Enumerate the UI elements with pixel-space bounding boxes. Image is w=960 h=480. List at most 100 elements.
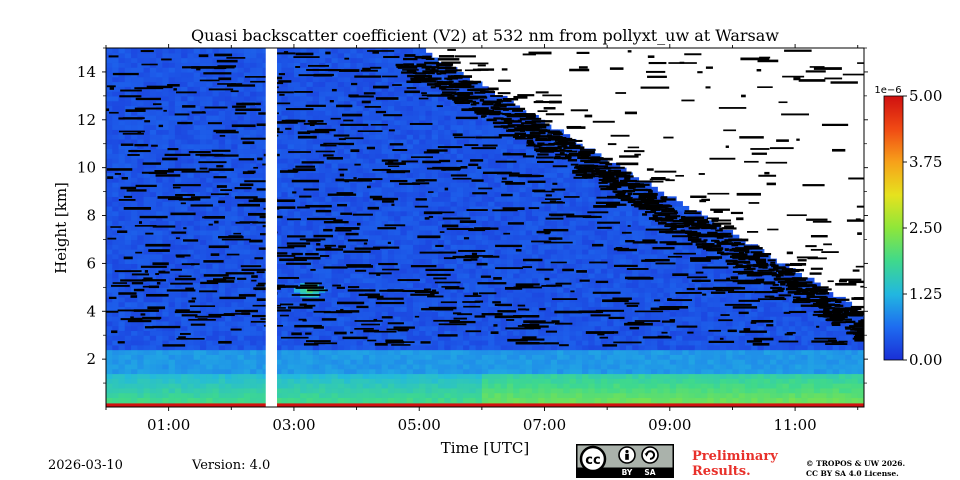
heatmap-cell [243,339,251,346]
heatmap-cell [406,124,414,130]
heatmap-cell [438,172,445,178]
heatmap-cell [513,272,521,279]
heatmap-cell [406,258,414,264]
heatmap-cell [237,392,245,399]
heatmap-cell [137,177,145,183]
heatmap-cell [112,292,120,298]
heatmap-cell [519,378,527,384]
heatmap-cell [131,296,138,303]
heatmap-cell [394,100,402,107]
heatmap-cell [469,119,477,126]
heatmap-cell [350,387,358,394]
heatmap-cell [256,316,264,322]
heatmap-cell [231,158,239,164]
heatmap-cell [156,349,163,355]
heatmap-cell [275,220,283,226]
heatmap-cell [112,220,120,226]
heatmap-cell [444,311,452,317]
heatmap-cell [243,258,251,264]
heatmap-cell [256,292,264,298]
heatmap-cell [519,397,527,403]
heatmap-cell [456,205,464,212]
heatmap-cell [506,282,514,288]
heatmap-cell [325,91,333,97]
heatmap-cell [312,220,320,226]
heatmap-cell [118,363,126,370]
heatmap-cell [156,244,163,250]
heatmap-cell [124,239,132,245]
heatmap-cell [231,359,239,365]
heatmap-cell [300,287,308,293]
heatmap-cell [337,153,345,159]
heatmap-cell [488,191,495,197]
heatmap-cell [131,354,138,360]
heatmap-cell [112,320,120,327]
heatmap-cell [312,316,320,322]
heatmap-cell [506,201,514,207]
heatmap-cell [513,249,521,255]
heatmap-cell [243,330,251,336]
heatmap-cell [394,253,402,260]
heatmap-cell [256,320,264,327]
heatmap-cell [456,344,464,351]
heatmap-cell [143,110,151,116]
heatmap-cell [243,95,251,102]
heatmap-cell [438,196,445,202]
heatmap-cell [293,67,301,73]
heatmap-cell [350,268,358,274]
heatmap-cell [124,110,132,116]
heatmap-cell [174,186,182,193]
heatmap-cell [419,186,427,193]
heatmap-cell [344,100,351,107]
heatmap-cell [306,153,314,159]
heatmap-cell [312,258,320,264]
heatmap-cell [431,258,439,264]
heatmap-cell [362,339,370,346]
heatmap-cell [225,397,232,403]
heatmap-cell [218,359,226,365]
heatmap-cell [406,100,414,107]
heatmap-cell [287,229,295,236]
heatmap-cell [106,392,113,399]
heatmap-cell [344,253,351,260]
heatmap-cell [181,81,189,87]
heatmap-cell [287,86,295,92]
heatmap-cell [118,100,126,107]
heatmap-cell [369,301,376,308]
heatmap-cell [381,311,389,317]
heatmap-cell [231,186,239,193]
heatmap-cell [225,387,232,394]
heatmap-cell [344,378,351,384]
heatmap-cell [406,292,414,298]
heatmap-cell [199,282,207,288]
heatmap-cell [193,392,201,399]
heatmap-cell [331,119,339,126]
heatmap-cell [425,52,433,59]
heatmap-cell [143,330,151,336]
heatmap-cell [381,344,389,351]
heatmap-cell [381,234,389,241]
heatmap-cell [131,220,138,226]
heatmap-cell [318,397,326,403]
heatmap-cell [500,292,508,298]
heatmap-cell [444,177,452,183]
heatmap-cell [337,57,345,63]
heatmap-cell [344,392,351,399]
heatmap-cell [293,172,301,178]
heatmap-cell [137,397,145,403]
heatmap-cell [218,325,226,332]
heatmap-cell [206,268,214,274]
heatmap-cell [494,191,502,197]
heatmap-cell [369,282,376,288]
heatmap-cell [519,138,527,145]
heatmap-cell [237,119,245,126]
heatmap-cell [500,368,508,375]
heatmap-cell [381,210,389,217]
heatmap-cell [337,239,345,245]
heatmap-cell [356,397,364,403]
heatmap-cell [181,91,189,97]
heatmap-cell [519,272,527,279]
heatmap-cell [243,215,251,221]
heatmap-cell [256,306,264,312]
heatmap-cell [356,191,364,197]
